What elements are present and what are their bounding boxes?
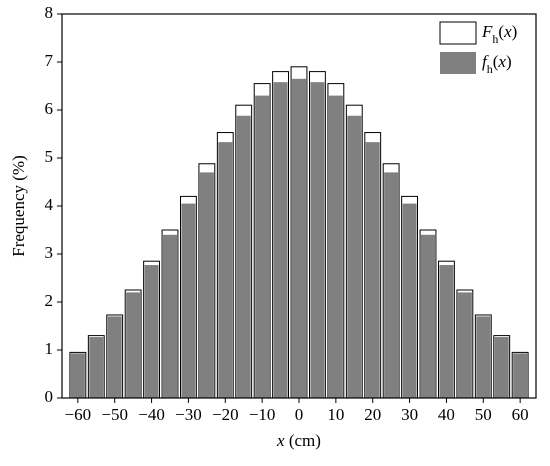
- x-tick-label: −10: [249, 405, 276, 424]
- bar: [513, 353, 528, 398]
- y-tick-label: 2: [45, 291, 54, 310]
- x-axis-label: x (cm): [276, 431, 321, 450]
- bar: [181, 203, 196, 398]
- legend-label: fh(x): [482, 52, 512, 76]
- x-tick-label: 50: [475, 405, 492, 424]
- bar: [218, 142, 233, 398]
- x-tick-label: −40: [138, 405, 165, 424]
- bar: [70, 353, 85, 398]
- x-tick-label: −30: [175, 405, 202, 424]
- bar: [162, 234, 177, 398]
- bar: [255, 95, 270, 398]
- x-tick-label: 0: [295, 405, 304, 424]
- bar: [328, 95, 343, 398]
- y-tick-label: 8: [45, 3, 54, 22]
- bar: [402, 203, 417, 398]
- bar: [236, 115, 251, 398]
- x-tick-label: −20: [212, 405, 239, 424]
- x-tick-label: 10: [327, 405, 344, 424]
- bar: [291, 78, 307, 399]
- bar: [199, 172, 214, 398]
- y-tick-label: 7: [45, 51, 54, 70]
- bar: [384, 172, 399, 398]
- bar: [273, 82, 288, 398]
- x-tick-label: −50: [101, 405, 128, 424]
- bar: [310, 82, 325, 398]
- bar: [347, 115, 362, 398]
- bar: [421, 234, 436, 398]
- bar: [107, 316, 122, 398]
- bar: [365, 142, 380, 398]
- bar: [126, 292, 141, 398]
- y-tick-label: 1: [45, 339, 54, 358]
- y-tick-label: 6: [45, 99, 54, 118]
- x-tick-label: 40: [438, 405, 455, 424]
- bar: [476, 316, 491, 398]
- y-tick-label: 4: [45, 195, 54, 214]
- legend-label: Fh(x): [481, 22, 517, 46]
- bar: [89, 337, 104, 398]
- legend-swatch: [440, 52, 476, 74]
- bar: [457, 292, 472, 398]
- x-tick-label: −60: [65, 405, 92, 424]
- y-axis-label: Frequency (%): [9, 155, 28, 257]
- legend-swatch: [439, 21, 477, 45]
- x-tick-label: 30: [401, 405, 418, 424]
- y-tick-label: 5: [45, 147, 54, 166]
- bar: [144, 265, 159, 398]
- y-tick-label: 3: [45, 243, 54, 262]
- x-tick-label: 20: [364, 405, 381, 424]
- bar: [494, 337, 509, 398]
- bar: [439, 265, 454, 398]
- x-tick-label: 60: [512, 405, 529, 424]
- y-tick-label: 0: [45, 387, 54, 406]
